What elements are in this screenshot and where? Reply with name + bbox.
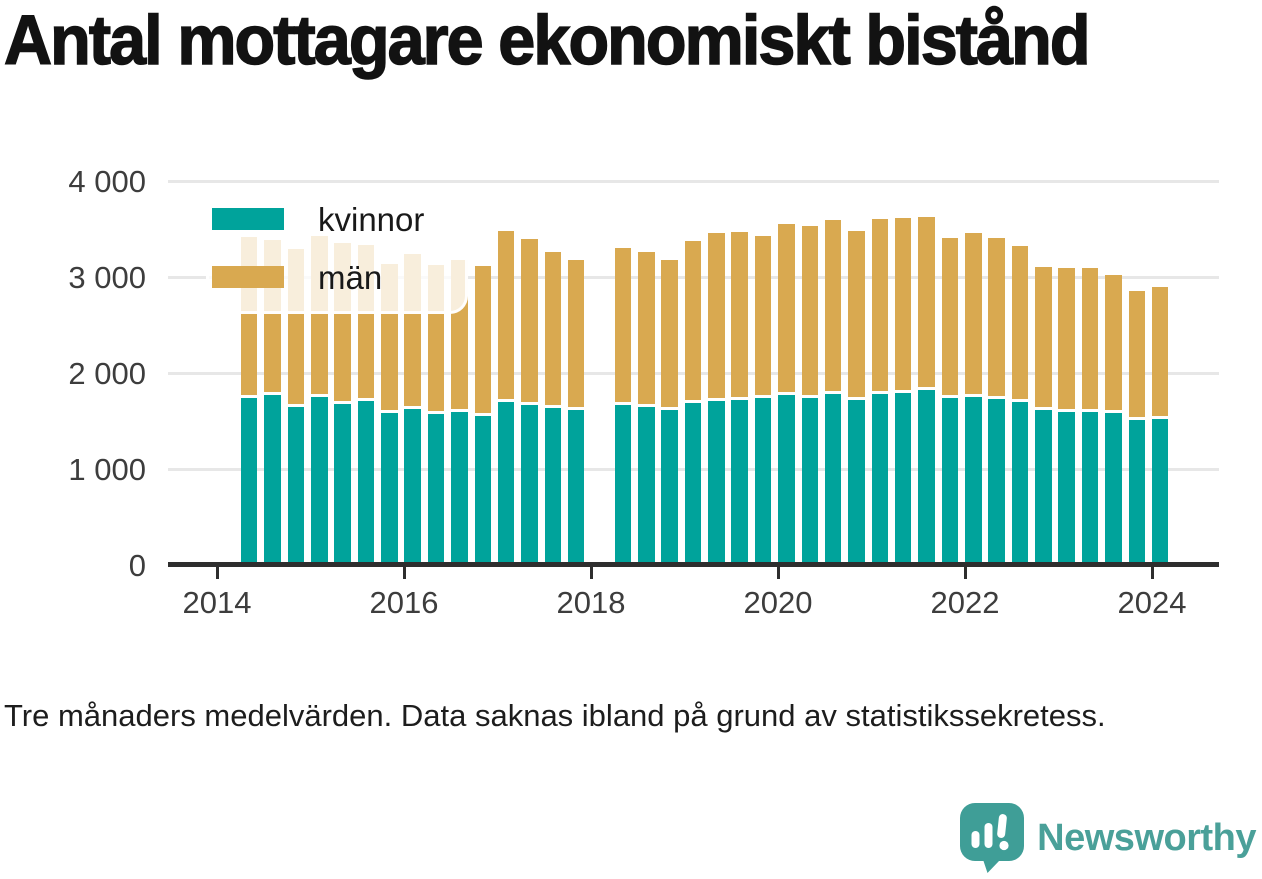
bar-kvinnor-segment — [848, 399, 865, 565]
bar-kvinnor-segment — [521, 404, 538, 565]
bar-man-segment — [544, 252, 562, 405]
bar-kvinnor-segment — [1105, 413, 1122, 565]
bar-kvinnor-segment — [381, 413, 398, 565]
bar-kvinnor-segment — [731, 399, 748, 565]
y-axis-tick-label: 4 000 — [68, 164, 146, 199]
x-axis-tick — [589, 567, 593, 579]
bar-man-segment — [824, 220, 842, 392]
bar-kvinnor-segment — [357, 400, 375, 565]
bar-kvinnor-segment — [778, 395, 795, 565]
bar-kvinnor-segment — [918, 390, 935, 565]
bar-man-segment — [941, 237, 959, 395]
bar-kvinnor-segment — [334, 403, 351, 565]
bar-kvinnor-segment — [497, 401, 515, 565]
bar-man-segment — [801, 226, 819, 395]
newsworthy-branding: Newsworthy — [960, 803, 1256, 873]
bar-kvinnor-segment — [941, 397, 959, 565]
legend-label-man: män — [318, 259, 383, 296]
x-axis-tick-label: 2020 — [743, 585, 813, 620]
bar-kvinnor-segment — [474, 416, 492, 565]
bar-kvinnor-segment — [404, 408, 421, 565]
bar-kvinnor-segment — [754, 397, 772, 565]
bar-man-segment — [708, 232, 725, 398]
bar-kvinnor-segment — [1035, 410, 1052, 565]
y-axis-tick-label: 3 000 — [68, 260, 146, 295]
x-axis-tick — [963, 567, 967, 579]
x-axis-tick-label: 2018 — [556, 585, 626, 620]
legend-swatch-kvinnor — [212, 208, 284, 230]
bar-man-segment — [567, 259, 585, 408]
x-axis-tick-label: 2016 — [369, 585, 439, 620]
gridline — [168, 179, 1219, 183]
newsworthy-logo-icon — [960, 803, 1025, 873]
bar-kvinnor-segment — [544, 407, 562, 565]
bar-kvinnor-segment — [264, 395, 281, 565]
bar-man-segment — [1058, 268, 1075, 410]
bar-man-segment — [1151, 286, 1169, 417]
bar-kvinnor-segment — [638, 406, 655, 565]
bar-man-segment — [1081, 268, 1099, 410]
newsworthy-wordmark: Newsworthy — [1037, 816, 1256, 859]
bar-kvinnor-segment — [1128, 420, 1146, 565]
bar-kvinnor-segment — [311, 397, 328, 565]
x-axis-tick — [402, 567, 406, 579]
x-axis-tick — [215, 567, 219, 579]
bar-kvinnor-segment — [1081, 412, 1099, 565]
bar-kvinnor-segment — [801, 397, 819, 565]
bar-kvinnor-segment — [708, 400, 725, 565]
bar-kvinnor-segment — [287, 406, 305, 565]
bar-man-segment — [497, 230, 515, 399]
x-axis-tick-label: 2024 — [1117, 585, 1187, 620]
bar-kvinnor-segment — [871, 394, 889, 565]
footnote-text: Tre månaders medelvärden. Data saknas ib… — [4, 698, 1106, 733]
x-axis-tick — [1150, 567, 1154, 579]
bar-man-segment — [474, 266, 492, 414]
page-title: Antal mottagare ekonomiskt bistånd — [3, 0, 1091, 80]
bar-man-segment — [521, 238, 538, 402]
bar-kvinnor-segment — [1151, 419, 1169, 565]
bar-kvinnor-segment — [451, 412, 468, 565]
bar-man-segment — [988, 237, 1005, 396]
legend-swatch-man — [212, 266, 284, 288]
bar-man-segment — [1105, 275, 1122, 411]
bar-kvinnor-segment — [824, 394, 842, 565]
y-axis-tick-label: 0 — [128, 548, 146, 583]
x-axis-tick-label: 2014 — [182, 585, 252, 620]
bar-man-segment — [1035, 267, 1052, 408]
bar-kvinnor-segment — [567, 410, 585, 565]
bar-kvinnor-segment — [1011, 401, 1029, 565]
bar-man-segment — [661, 259, 678, 408]
bar-man-segment — [871, 219, 889, 392]
bar-man-segment — [1128, 291, 1146, 418]
bar-man-segment — [965, 232, 982, 394]
bar-kvinnor-segment — [661, 410, 678, 565]
bar-man-segment — [684, 241, 702, 400]
bar-kvinnor-segment — [1058, 412, 1075, 565]
bar-man-segment — [1011, 246, 1029, 399]
bar-man-segment — [731, 231, 748, 397]
legend-label-kvinnor: kvinnor — [318, 201, 425, 238]
y-axis-tick-label: 2 000 — [68, 356, 146, 391]
x-axis-tick — [776, 567, 780, 579]
bar-man-segment — [848, 230, 865, 397]
x-axis-tick-label: 2022 — [930, 585, 1000, 620]
bar-kvinnor-segment — [427, 414, 445, 565]
bar-man-segment — [894, 218, 912, 391]
bar-kvinnor-segment — [614, 404, 632, 565]
bar-man-segment — [614, 248, 632, 402]
bar-man-segment — [918, 216, 935, 388]
x-axis-line — [168, 562, 1219, 567]
bar-kvinnor-segment — [894, 393, 912, 565]
bar-man-segment — [754, 235, 772, 395]
bar-man-segment — [778, 224, 795, 393]
bar-kvinnor-segment — [684, 402, 702, 565]
bar-kvinnor-segment — [965, 397, 982, 565]
bar-man-segment — [638, 252, 655, 404]
bar-kvinnor-segment — [988, 398, 1005, 565]
y-axis-tick-label: 1 000 — [68, 452, 146, 487]
bar-kvinnor-segment — [240, 397, 258, 565]
